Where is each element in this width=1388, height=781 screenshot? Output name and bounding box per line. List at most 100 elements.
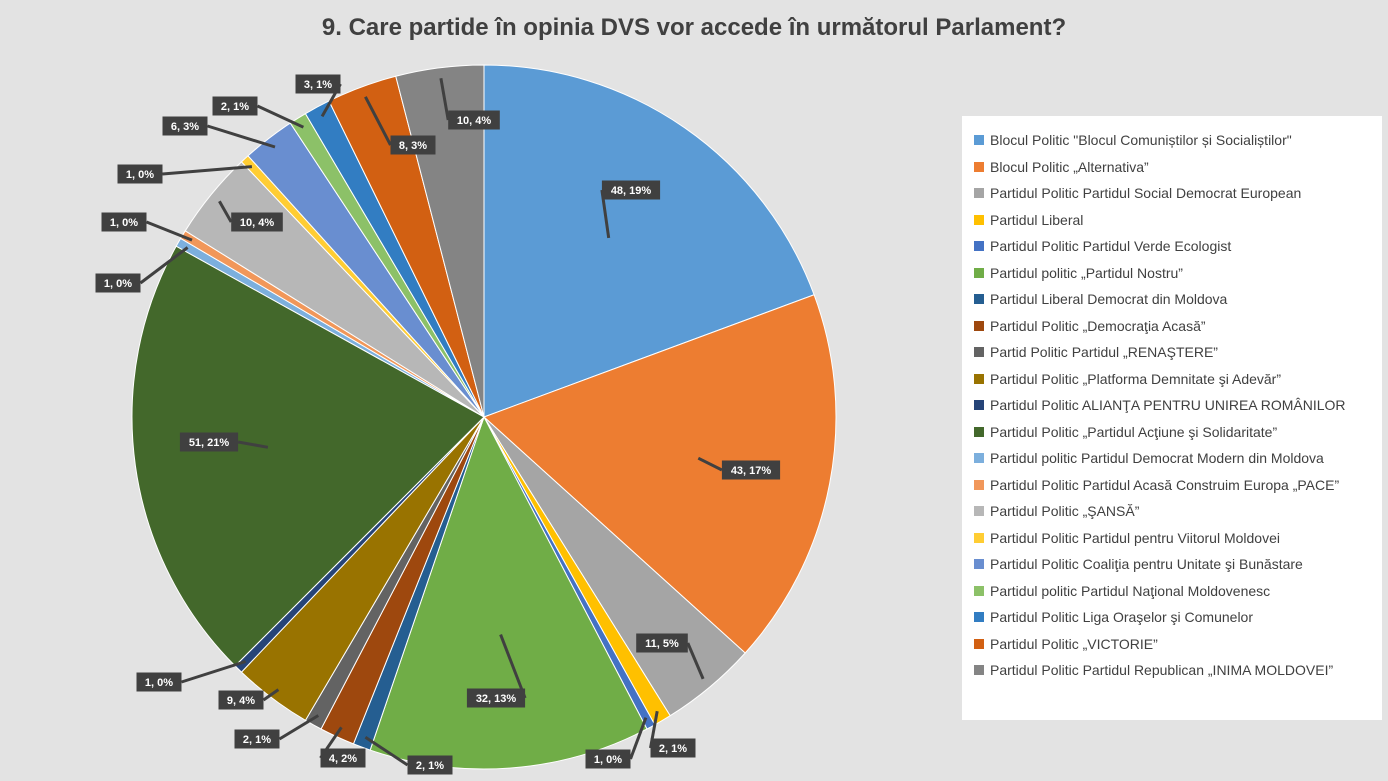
legend-swatch	[974, 161, 984, 172]
data-label-leader-line	[139, 246, 189, 285]
legend-item: Partidul Politic Liga Oraşelor şi Comune…	[974, 604, 1382, 631]
legend-label: Partidul Politic „Platforma Demnitate şi…	[990, 370, 1281, 387]
data-label-leader-line	[686, 642, 705, 680]
legend-swatch	[974, 453, 984, 464]
legend-swatch	[974, 320, 984, 331]
legend-swatch	[974, 585, 984, 596]
data-label-box	[136, 672, 182, 692]
data-label-text: 32, 13%	[476, 693, 517, 705]
data-label-box	[95, 273, 141, 293]
data-label: 32, 13%	[466, 634, 527, 708]
data-label-box	[295, 74, 341, 94]
data-label-leader-line	[364, 96, 392, 146]
data-label-text: 1, 0%	[104, 278, 132, 290]
data-label-text: 11, 5%	[645, 638, 679, 650]
legend-label: Partidul Politic Partidul Social Democra…	[990, 185, 1302, 202]
data-label-box	[466, 688, 526, 708]
legend-swatch	[974, 241, 984, 252]
legend-item: Blocul Politic "Blocul Comuniștilor și S…	[974, 127, 1382, 154]
legend-swatch	[974, 559, 984, 570]
data-label-box	[320, 748, 366, 768]
chart-title: 9. Care partide în opinia DVS vor accede…	[321, 14, 1067, 41]
legend-item: Blocul Politic „Alternativa”	[974, 154, 1382, 181]
data-label-text: 51, 21%	[189, 437, 230, 449]
data-label-box	[721, 460, 781, 480]
legend-label: Partidul politic „Partidul Nostru”	[990, 264, 1183, 281]
data-label-box	[448, 110, 500, 130]
data-label-box	[585, 749, 631, 769]
data-label: 1, 0%	[117, 164, 253, 184]
data-label: 2, 1%	[234, 714, 320, 749]
data-label-text: 2, 1%	[659, 743, 687, 755]
data-label: 4, 2%	[319, 726, 366, 768]
legend-swatch	[974, 479, 984, 490]
data-label: 8, 3%	[364, 96, 436, 155]
data-label-text: 6, 3%	[171, 121, 199, 133]
legend-item: Partidul politic Partidul Naţional Moldo…	[974, 578, 1382, 605]
legend-item: Partidul Politic Partidul Verde Ecologis…	[974, 233, 1382, 260]
legend-label: Partidul Politic Partidul pentru Viitoru…	[990, 529, 1280, 546]
data-label: 1, 0%	[95, 246, 189, 293]
data-label-leader-line	[499, 634, 527, 699]
legend-label: Partidul politic Partidul Democrat Moder…	[990, 450, 1324, 467]
legend-swatch	[974, 347, 984, 358]
data-label-text: 1, 0%	[110, 217, 138, 229]
data-label-box	[407, 755, 453, 775]
data-label: 2, 1%	[212, 96, 305, 129]
data-label-text: 2, 1%	[243, 734, 271, 746]
legend-label: Blocul Politic "Blocul Comuniștilor și S…	[990, 132, 1292, 149]
legend-item: Partidul Politic Coaliţia pentru Unitate…	[974, 551, 1382, 578]
legend-item: Partidul Politic „Democraţia Acasă”	[974, 313, 1382, 340]
data-label: 48, 19%	[600, 180, 661, 239]
data-label: 51, 21%	[179, 432, 269, 452]
data-label-text: 48, 19%	[611, 185, 652, 197]
data-label-box	[390, 135, 436, 155]
data-label-box	[234, 729, 280, 749]
legend-item: Partidul Politic „VICTORIE”	[974, 631, 1382, 658]
data-label-leader-line	[237, 440, 269, 449]
data-label-text: 2, 1%	[221, 101, 249, 113]
legend-swatch	[974, 294, 984, 305]
data-label-box	[101, 212, 147, 232]
data-label-text: 1, 0%	[594, 754, 622, 766]
legend-item: Partidul Politic Partidul Republican „IN…	[974, 657, 1382, 684]
legend-label: Partidul Politic Partidul Verde Ecologis…	[990, 238, 1232, 255]
data-label-leader-line	[162, 165, 253, 176]
data-label: 10, 4%	[218, 200, 283, 232]
pie-slice	[483, 64, 815, 418]
data-label-text: 43, 17%	[731, 465, 772, 477]
data-label: 9, 4%	[218, 688, 280, 710]
legend-swatch	[974, 214, 984, 225]
legend-label: Partidul Politic „ŞANSĂ”	[990, 503, 1140, 520]
data-label-box	[212, 96, 258, 116]
legend-swatch	[974, 400, 984, 411]
pie-slice	[131, 245, 485, 667]
legend-label: Partidul Politic Coaliţia pentru Unitate…	[990, 556, 1303, 573]
legend-item: Partidul Politic Partidul pentru Viitoru…	[974, 525, 1382, 552]
data-label: 3, 1%	[295, 74, 342, 118]
legend-label: Partidul Politic Liga Oraşelor şi Comune…	[990, 609, 1253, 626]
data-label-box	[650, 738, 696, 758]
data-label-leader-line	[364, 735, 409, 767]
data-label-leader-line	[629, 717, 648, 760]
data-label-leader-line	[181, 660, 247, 684]
legend-item: Partidul Liberal Democrat din Moldova	[974, 286, 1382, 313]
legend-item: Partidul Politic Partidul Acasă Construi…	[974, 472, 1382, 499]
legend-swatch	[974, 188, 984, 199]
data-label: 10, 4%	[439, 78, 500, 130]
legend-label: Partidul Politic Partidul Republican „IN…	[990, 662, 1334, 679]
legend-swatch	[974, 638, 984, 649]
data-label-text: 1, 0%	[145, 677, 173, 689]
data-label-box	[117, 164, 163, 184]
legend-swatch	[974, 532, 984, 543]
legend-swatch	[974, 267, 984, 278]
data-label: 1, 0%	[101, 212, 193, 242]
legend-label: Blocul Politic „Alternativa”	[990, 158, 1149, 175]
legend-label: Partidul Politic „Democraţia Acasă”	[990, 317, 1206, 334]
data-label-leader-line	[218, 200, 233, 223]
data-label-leader-line	[145, 220, 193, 242]
legend-item: Partidul politic Partidul Democrat Moder…	[974, 445, 1382, 472]
legend-swatch	[974, 665, 984, 676]
data-label-box	[179, 432, 239, 452]
data-label-text: 9, 4%	[227, 695, 255, 707]
